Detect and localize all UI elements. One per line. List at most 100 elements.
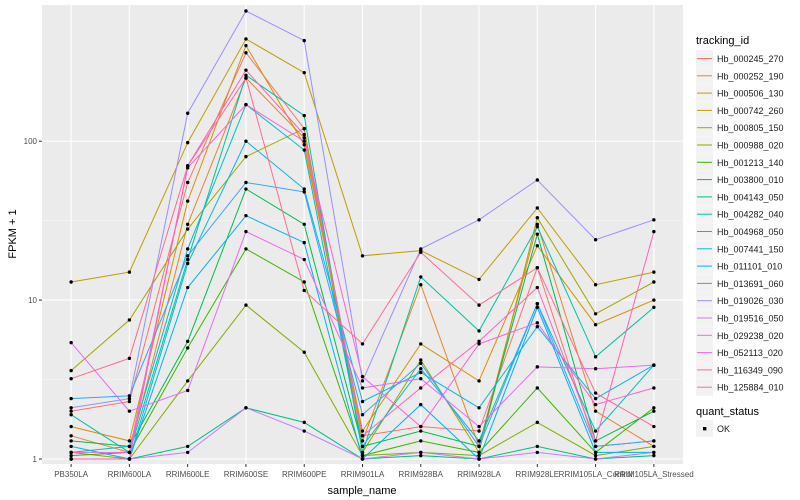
data-point [477, 444, 481, 449]
data-point [419, 247, 423, 251]
data-point [360, 453, 365, 458]
data-point [127, 450, 132, 455]
data-point [69, 453, 73, 458]
data-point [535, 222, 540, 226]
data-point [593, 429, 598, 433]
data-point [302, 420, 306, 425]
data-point [302, 187, 306, 191]
data-point [593, 391, 598, 395]
legend-label: Hb_019026_030 [717, 296, 784, 306]
data-point [185, 257, 190, 262]
data-point [535, 265, 540, 270]
legend-label: Hb_004282_040 [717, 210, 784, 220]
data-point [477, 429, 481, 433]
legend-label: Hb_125884_010 [717, 383, 784, 393]
data-point [185, 346, 190, 350]
data-point [652, 280, 656, 284]
x-tick-label: RRIM901LA [341, 470, 385, 479]
data-point [244, 213, 248, 218]
data-point [652, 229, 656, 234]
legend-label: Hb_001213_140 [717, 158, 784, 168]
data-point [419, 377, 423, 381]
data-point [593, 444, 598, 449]
data-point [244, 187, 248, 191]
legend-label: Hb_029238_020 [717, 331, 784, 341]
y-tick-label: 1 [33, 455, 38, 464]
data-point [593, 323, 598, 327]
data-point [302, 190, 306, 194]
data-point [244, 247, 248, 251]
data-point [535, 325, 540, 329]
x-tick-label: RRIM928LE [516, 470, 560, 479]
data-point [419, 370, 423, 375]
x-tick-label: RRIM600SE [224, 470, 268, 479]
data-point [69, 457, 73, 461]
data-point [302, 139, 306, 143]
data-point [477, 342, 481, 346]
data-point [652, 298, 656, 302]
x-tick-label: RRIM928LA [457, 470, 501, 479]
data-point [244, 229, 248, 234]
data-point [652, 406, 656, 410]
data-point [360, 439, 365, 443]
data-point [69, 450, 73, 455]
data-point [302, 132, 306, 137]
y-tick-label: 100 [24, 137, 38, 146]
x-tick-label: RRIM600LE [166, 470, 210, 479]
data-point [477, 424, 481, 429]
data-point [419, 450, 423, 455]
data-point [185, 164, 190, 168]
data-point [477, 303, 481, 307]
data-point [593, 457, 598, 461]
data-point [244, 154, 248, 159]
data-point [185, 222, 190, 226]
data-point [477, 406, 481, 410]
data-point [419, 358, 423, 362]
x-tick-label: PB350LA [54, 470, 88, 479]
data-point [652, 218, 656, 222]
data-point [419, 275, 423, 279]
data-point [593, 355, 598, 359]
data-point [535, 450, 540, 455]
data-point [244, 73, 248, 77]
data-point [69, 368, 73, 373]
y-axis-title: FPKM + 1 [7, 209, 19, 258]
data-point [302, 70, 306, 75]
data-point [185, 227, 190, 231]
data-point [185, 285, 190, 290]
data-point [244, 406, 248, 410]
data-point [535, 224, 540, 229]
data-point [244, 303, 248, 307]
legend-point-ok [703, 427, 707, 431]
data-point [419, 453, 423, 458]
data-point [360, 429, 365, 433]
data-point [185, 379, 190, 383]
data-point [360, 413, 365, 417]
data-point [127, 439, 132, 443]
data-point [593, 409, 598, 413]
data-point [185, 339, 190, 344]
data-point [302, 280, 306, 284]
data-point [69, 377, 73, 381]
data-point [360, 399, 365, 404]
data-point [652, 386, 656, 390]
legend-label: Hb_003800_010 [717, 175, 784, 185]
data-point [360, 457, 365, 461]
legend-label: Hb_004143_050 [717, 192, 784, 202]
data-point [652, 450, 656, 455]
data-point [419, 283, 423, 287]
data-point [244, 68, 248, 72]
data-point [185, 388, 190, 393]
data-point [477, 218, 481, 222]
data-point [244, 76, 248, 80]
data-point [593, 367, 598, 371]
data-point [244, 139, 248, 143]
data-point [127, 394, 132, 398]
data-point [185, 199, 190, 203]
data-point [127, 444, 132, 449]
data-point [127, 409, 132, 413]
data-point [535, 321, 540, 325]
data-point [244, 43, 248, 48]
legend-label: Hb_011101_010 [717, 262, 782, 272]
